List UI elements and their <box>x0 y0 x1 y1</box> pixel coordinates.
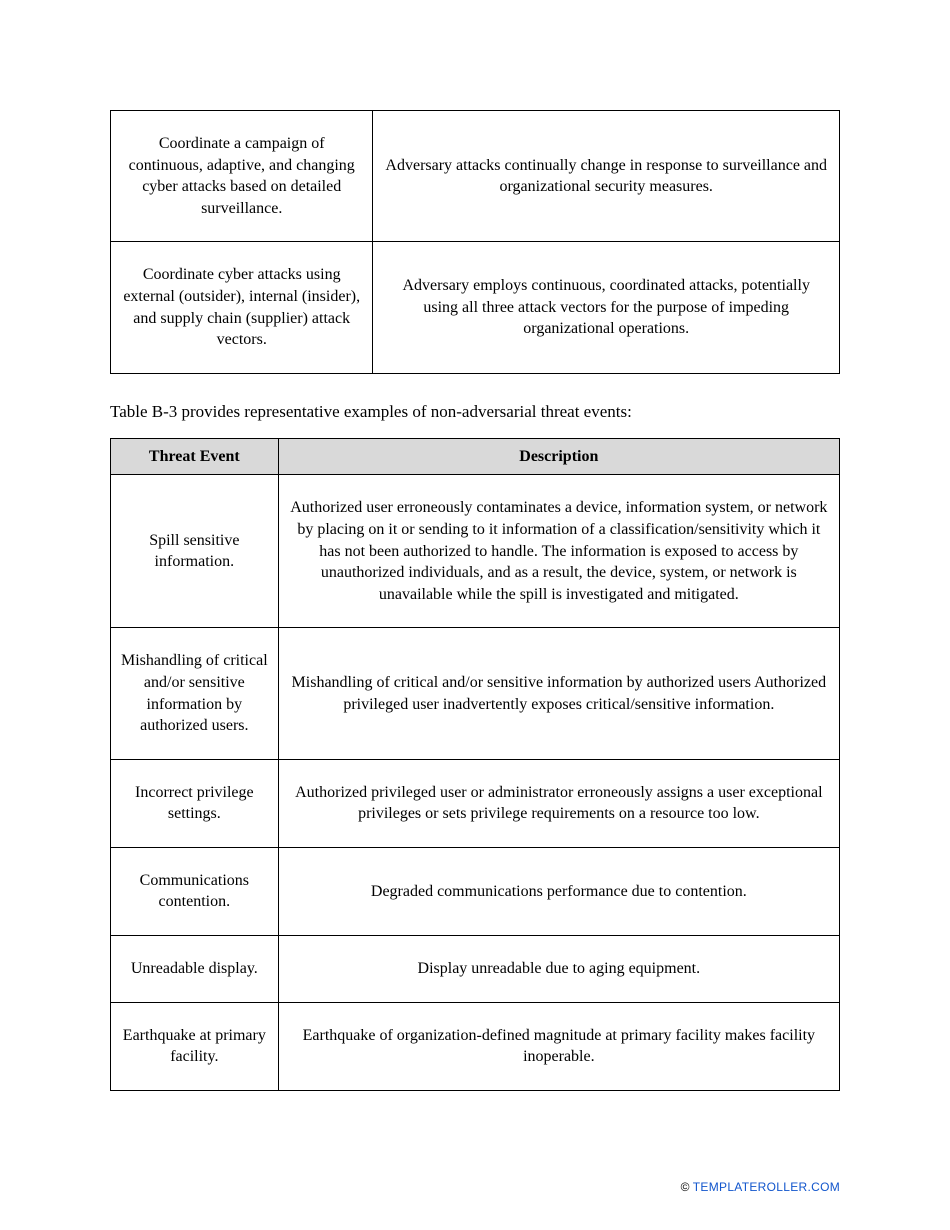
threat-desc-cell: Earthquake of organization-defined magni… <box>278 1002 839 1090</box>
threat-event-cell: Earthquake at primary facility. <box>111 1002 279 1090</box>
adversarial-threat-table: Coordinate a campaign of continuous, ada… <box>110 110 840 374</box>
threat-desc-cell: Adversary employs continuous, coordinate… <box>373 242 840 373</box>
threat-event-cell: Spill sensitive information. <box>111 475 279 628</box>
threat-event-cell: Coordinate a campaign of continuous, ada… <box>111 111 373 242</box>
table-row: Earthquake at primary facility. Earthqua… <box>111 1002 840 1090</box>
header-description: Description <box>278 438 839 475</box>
table-row: Communications contention. Degraded comm… <box>111 847 840 935</box>
page-footer: © TEMPLATEROLLER.COM <box>681 1180 840 1194</box>
table-caption: Table B-3 provides representative exampl… <box>110 402 840 422</box>
document-page: Coordinate a campaign of continuous, ada… <box>0 0 950 1230</box>
threat-desc-cell: Authorized privileged user or administra… <box>278 759 839 847</box>
threat-event-cell: Incorrect privilege settings. <box>111 759 279 847</box>
table-row: Unreadable display. Display unreadable d… <box>111 936 840 1003</box>
adversarial-table-body: Coordinate a campaign of continuous, ada… <box>111 111 840 374</box>
table-header: Threat Event Description <box>111 438 840 475</box>
threat-desc-cell: Degraded communications performance due … <box>278 847 839 935</box>
threat-event-cell: Communications contention. <box>111 847 279 935</box>
threat-desc-cell: Adversary attacks continually change in … <box>373 111 840 242</box>
threat-event-cell: Mishandling of critical and/or sensitive… <box>111 628 279 759</box>
non-adversarial-threat-table: Threat Event Description Spill sensitive… <box>110 438 840 1091</box>
non-adversarial-table-body: Spill sensitive information. Authorized … <box>111 475 840 1091</box>
threat-desc-cell: Display unreadable due to aging equipmen… <box>278 936 839 1003</box>
copyright-symbol: © <box>681 1180 690 1194</box>
threat-event-cell: Unreadable display. <box>111 936 279 1003</box>
table-row: Coordinate a campaign of continuous, ada… <box>111 111 840 242</box>
table-row: Incorrect privilege settings. Authorized… <box>111 759 840 847</box>
table-row: Mishandling of critical and/or sensitive… <box>111 628 840 759</box>
table-row: Spill sensitive information. Authorized … <box>111 475 840 628</box>
table-row: Coordinate cyber attacks using external … <box>111 242 840 373</box>
table-header-row: Threat Event Description <box>111 438 840 475</box>
threat-event-cell: Coordinate cyber attacks using external … <box>111 242 373 373</box>
header-threat-event: Threat Event <box>111 438 279 475</box>
threat-desc-cell: Mishandling of critical and/or sensitive… <box>278 628 839 759</box>
threat-desc-cell: Authorized user erroneously contaminates… <box>278 475 839 628</box>
footer-link[interactable]: TEMPLATEROLLER.COM <box>693 1180 840 1194</box>
